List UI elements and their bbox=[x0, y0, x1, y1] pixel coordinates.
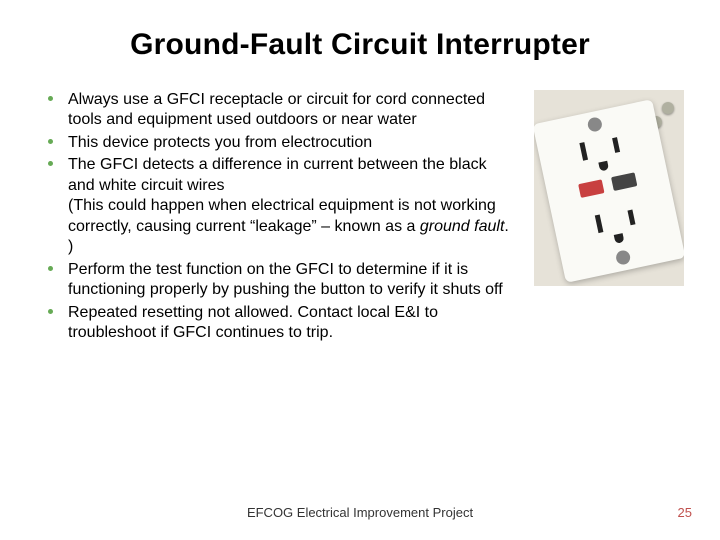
bullet-item: This device protects you from electrocut… bbox=[42, 133, 516, 153]
screw-icon bbox=[615, 249, 632, 266]
bullet-item: Always use a GFCI receptacle or circuit … bbox=[42, 90, 516, 131]
bullet-text: Repeated resetting not allowed. Contact … bbox=[68, 304, 438, 341]
bullet-dot-icon bbox=[48, 139, 53, 144]
screw-icon bbox=[587, 116, 604, 133]
bullet-item: Perform the test function on the GFCI to… bbox=[42, 260, 516, 301]
bullet-dot-icon bbox=[48, 96, 53, 101]
footer-text: EFCOG Electrical Improvement Project bbox=[0, 505, 720, 520]
bullet-text: Always use a GFCI receptacle or circuit … bbox=[68, 91, 485, 128]
bullet-text: This device protects you from electrocut… bbox=[68, 134, 372, 151]
bullet-text: Perform the test function on the GFCI to… bbox=[68, 261, 503, 298]
bullet-dot-icon bbox=[48, 266, 53, 271]
slide-title: Ground-Fault Circuit Interrupter bbox=[36, 28, 684, 62]
outlet-slots-icon bbox=[582, 201, 651, 253]
bullet-dot-icon bbox=[48, 161, 53, 166]
screw-icon bbox=[662, 102, 674, 114]
reset-button-icon bbox=[611, 172, 637, 191]
bullet-list: Always use a GFCI receptacle or circuit … bbox=[36, 90, 516, 346]
bullet-sub-italic: ground fault bbox=[420, 218, 505, 235]
test-button-icon bbox=[578, 179, 604, 198]
bullet-dot-icon bbox=[48, 309, 53, 314]
bullet-item: The GFCI detects a difference in current… bbox=[42, 155, 516, 257]
content-row: Always use a GFCI receptacle or circuit … bbox=[36, 90, 684, 346]
bullet-subtext: (This could happen when electrical equip… bbox=[68, 196, 516, 257]
slide-container: Ground-Fault Circuit Interrupter Always … bbox=[0, 0, 720, 540]
page-number: 25 bbox=[678, 505, 692, 520]
bullet-text: The GFCI detects a difference in current… bbox=[68, 156, 487, 193]
gfci-outlet-icon bbox=[534, 99, 684, 283]
outlet-slots-icon bbox=[567, 129, 636, 181]
bullet-item: Repeated resetting not allowed. Contact … bbox=[42, 303, 516, 344]
gfci-image bbox=[534, 90, 684, 286]
